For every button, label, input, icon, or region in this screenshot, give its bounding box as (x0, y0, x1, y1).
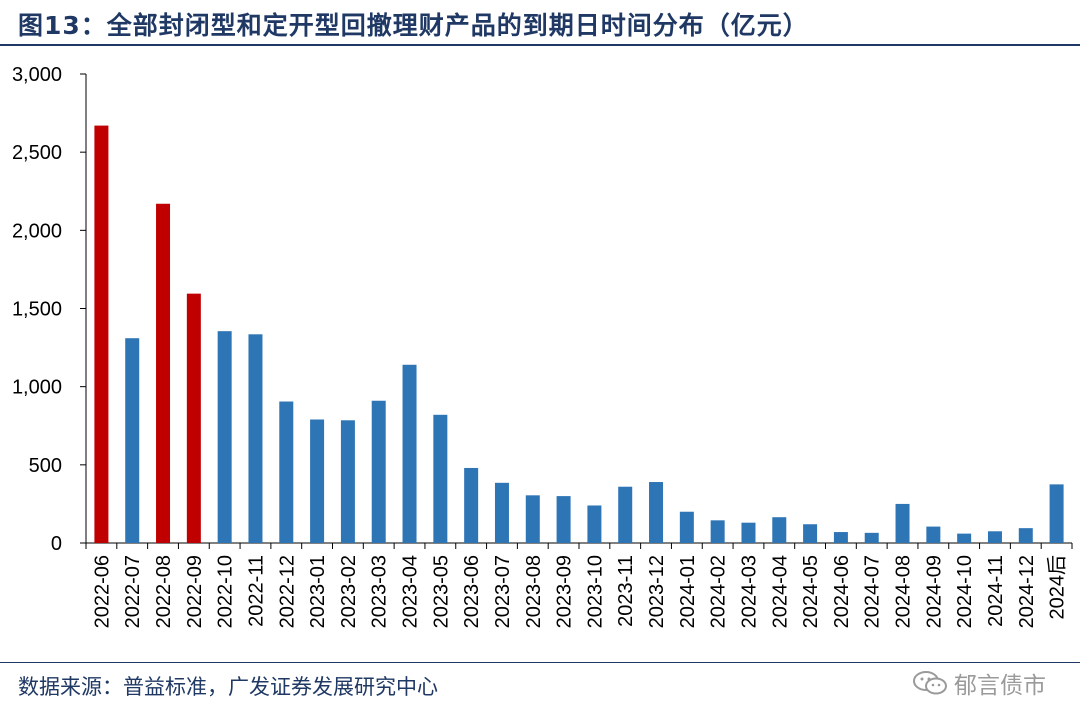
x-tick-label: 2023-07 (492, 555, 514, 628)
bar-2023-12 (649, 482, 664, 543)
title-divider (0, 44, 1080, 46)
x-tick-label: 2022-10 (215, 555, 237, 628)
x-tick-label: 2023-04 (400, 555, 422, 628)
bar-2022-12 (279, 401, 294, 543)
x-tick-label: 2023-01 (307, 555, 329, 628)
y-tick-label: 1,000 (12, 377, 62, 399)
bar-2023-09 (556, 496, 571, 543)
x-tick-label: 2024-01 (677, 555, 699, 628)
x-tick-label: 2023-09 (554, 555, 576, 628)
bar-2024后 (1049, 484, 1064, 543)
x-tick-label: 2024-05 (800, 555, 822, 628)
x-tick-label: 2024-10 (954, 555, 976, 628)
footer-divider (0, 662, 1080, 663)
y-tick-label: 3,000 (12, 64, 62, 86)
bar-2023-02 (340, 420, 355, 543)
bar-2024-09 (926, 526, 941, 543)
bar-2022-08 (156, 203, 171, 544)
y-tick-label: 0 (51, 533, 62, 555)
x-tick-label: 2022-06 (91, 555, 113, 628)
bar-2022-07 (125, 338, 140, 543)
bar-2023-10 (587, 505, 602, 543)
x-tick-label: 2024-06 (831, 555, 853, 628)
bar-2023-11 (618, 486, 633, 543)
y-tick-label: 500 (29, 455, 62, 477)
bar-2024-07 (864, 532, 879, 543)
x-tick-label: 2024后 (1046, 555, 1069, 620)
title-bar: 图13：全部封闭型和定开型回撤理财产品的到期日时间分布（亿元） (0, 0, 1080, 46)
x-tick-label: 2024-11 (985, 555, 1007, 627)
bar-2022-10 (217, 331, 232, 543)
x-tick-label: 2023-05 (430, 555, 452, 628)
bar-2023-04 (402, 364, 417, 543)
x-tick-label: 2023-03 (369, 555, 391, 628)
x-tick-label: 2023-10 (584, 555, 606, 628)
x-tick-label: 2024-07 (862, 555, 884, 628)
bar-2024-06 (833, 532, 848, 543)
watermark-text: 郁言债市 (954, 673, 1046, 699)
bars (94, 125, 1064, 544)
x-tick-label: 2023-12 (646, 555, 668, 628)
x-tick-label: 2023-06 (461, 555, 483, 628)
bar-2024-10 (957, 533, 972, 543)
bar-2023-07 (494, 482, 509, 543)
x-tick-label: 2023-02 (338, 555, 360, 628)
x-tick-labels: 2022-06 2022-07 2022-08 2022-09 2022-10 2022-… (91, 555, 1068, 628)
bar-2022-09 (186, 293, 201, 543)
x-tick-label: 2024-02 (708, 555, 730, 628)
x-tick-label: 2023-08 (523, 555, 545, 628)
x-tick-label: 2024-04 (769, 555, 791, 628)
x-tick-label: 2022-08 (153, 555, 175, 628)
bar-2024-02 (710, 520, 725, 543)
y-axis: 0 500 1,000 1,500 2,000 2,500 3,000 (12, 64, 87, 555)
x-tick-label: 2022-09 (184, 555, 206, 628)
x-axis (85, 542, 1073, 549)
bar-2023-03 (371, 400, 386, 543)
bar-2024-03 (741, 522, 756, 543)
bar-2024-12 (1018, 528, 1033, 543)
source-note: 数据来源：普益标准，广发证券发展研究中心 (18, 675, 438, 699)
bar-2023-08 (525, 495, 540, 543)
x-tick-label: 2022-11 (245, 555, 267, 627)
bar-2023-06 (464, 467, 479, 543)
bar-2024-01 (679, 511, 694, 543)
bar-2024-11 (987, 531, 1002, 543)
x-tick-label: 2024-03 (738, 555, 760, 628)
watermark: 郁言债市 (912, 666, 1046, 700)
bar-2023-05 (433, 414, 448, 543)
x-tick-label: 2024-12 (1016, 555, 1038, 628)
x-tick-label: 2023-11 (615, 555, 637, 627)
bar-2024-08 (895, 503, 910, 543)
x-tick-label: 2022-12 (276, 555, 298, 628)
y-tick-label: 2,500 (12, 142, 62, 164)
bar-2022-11 (248, 334, 263, 543)
x-tick-label: 2022-07 (122, 555, 144, 628)
x-tick-label: 2024-08 (893, 555, 915, 628)
x-tick-label: 2024-09 (923, 555, 945, 628)
y-tick-label: 2,000 (12, 220, 62, 242)
y-tick-label: 1,500 (12, 299, 62, 321)
bar-2023-01 (310, 419, 325, 543)
bar-2024-05 (803, 524, 818, 543)
wechat-icon (913, 671, 947, 695)
bar-2022-06 (94, 125, 109, 543)
chart-title: 图13：全部封闭型和定开型回撤理财产品的到期日时间分布（亿元） (18, 11, 809, 40)
bar-2024-04 (772, 517, 787, 543)
